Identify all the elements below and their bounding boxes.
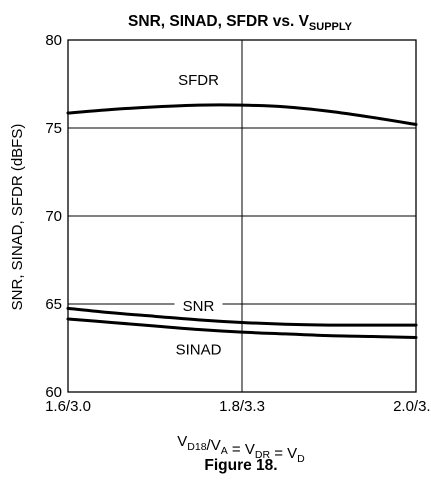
- series-line-snr: [66, 306, 418, 327]
- x-axis-label-part: = V: [270, 445, 297, 462]
- x-tick-label: 2.0/3.6: [393, 398, 431, 415]
- x-tick-label: 1.8/3.3: [219, 398, 265, 415]
- x-axis-label-subscript: D18: [187, 441, 206, 453]
- x-axis-label-subscript: DR: [255, 449, 271, 461]
- series-label-snr: SNR: [183, 298, 215, 315]
- series-line-sinad: [66, 317, 418, 339]
- figure-caption: Figure 18.: [204, 457, 277, 474]
- x-tick-label: 1.6/3.0: [45, 398, 91, 415]
- series-line-sfdr: [66, 103, 418, 126]
- y-tick-label: 75: [45, 120, 62, 137]
- x-axis-label-subscript: A: [221, 445, 228, 457]
- series-label-sfdr: SFDR: [178, 72, 219, 89]
- y-tick-label: 65: [45, 296, 62, 313]
- grid: [68, 40, 416, 392]
- x-axis-label: VD18/VA = VDR = VD: [177, 433, 305, 465]
- y-axis-label: SNR, SINAD, SFDR (dBFS): [9, 124, 26, 311]
- x-axis-label-part: = V: [228, 441, 255, 458]
- series-label-sinad: SINAD: [176, 342, 222, 359]
- y-tick-labels: 60 65 70 75 80: [45, 32, 62, 401]
- chart-title-main: SNR, SINAD, SFDR vs. V: [128, 13, 310, 30]
- chart-title-subscript: SUPPLY: [309, 21, 353, 33]
- series-labels: SFDR SNR SINAD: [174, 72, 223, 359]
- x-axis-label-subscript: D: [297, 453, 305, 465]
- chart-title: SNR, SINAD, SFDR vs. VSUPPLY: [128, 13, 353, 33]
- series-lines: [66, 103, 418, 339]
- x-axis-label-part: V: [177, 433, 187, 450]
- x-tick-labels: 1.6/3.0 1.8/3.3 2.0/3.6: [45, 398, 431, 415]
- y-tick-label: 80: [45, 32, 62, 49]
- y-tick-label: 70: [45, 208, 62, 225]
- series-label-bg: [174, 296, 223, 315]
- y-tick-label: 60: [45, 384, 62, 401]
- x-axis-label-part: /V: [207, 437, 221, 454]
- plot-frame: [67, 39, 417, 393]
